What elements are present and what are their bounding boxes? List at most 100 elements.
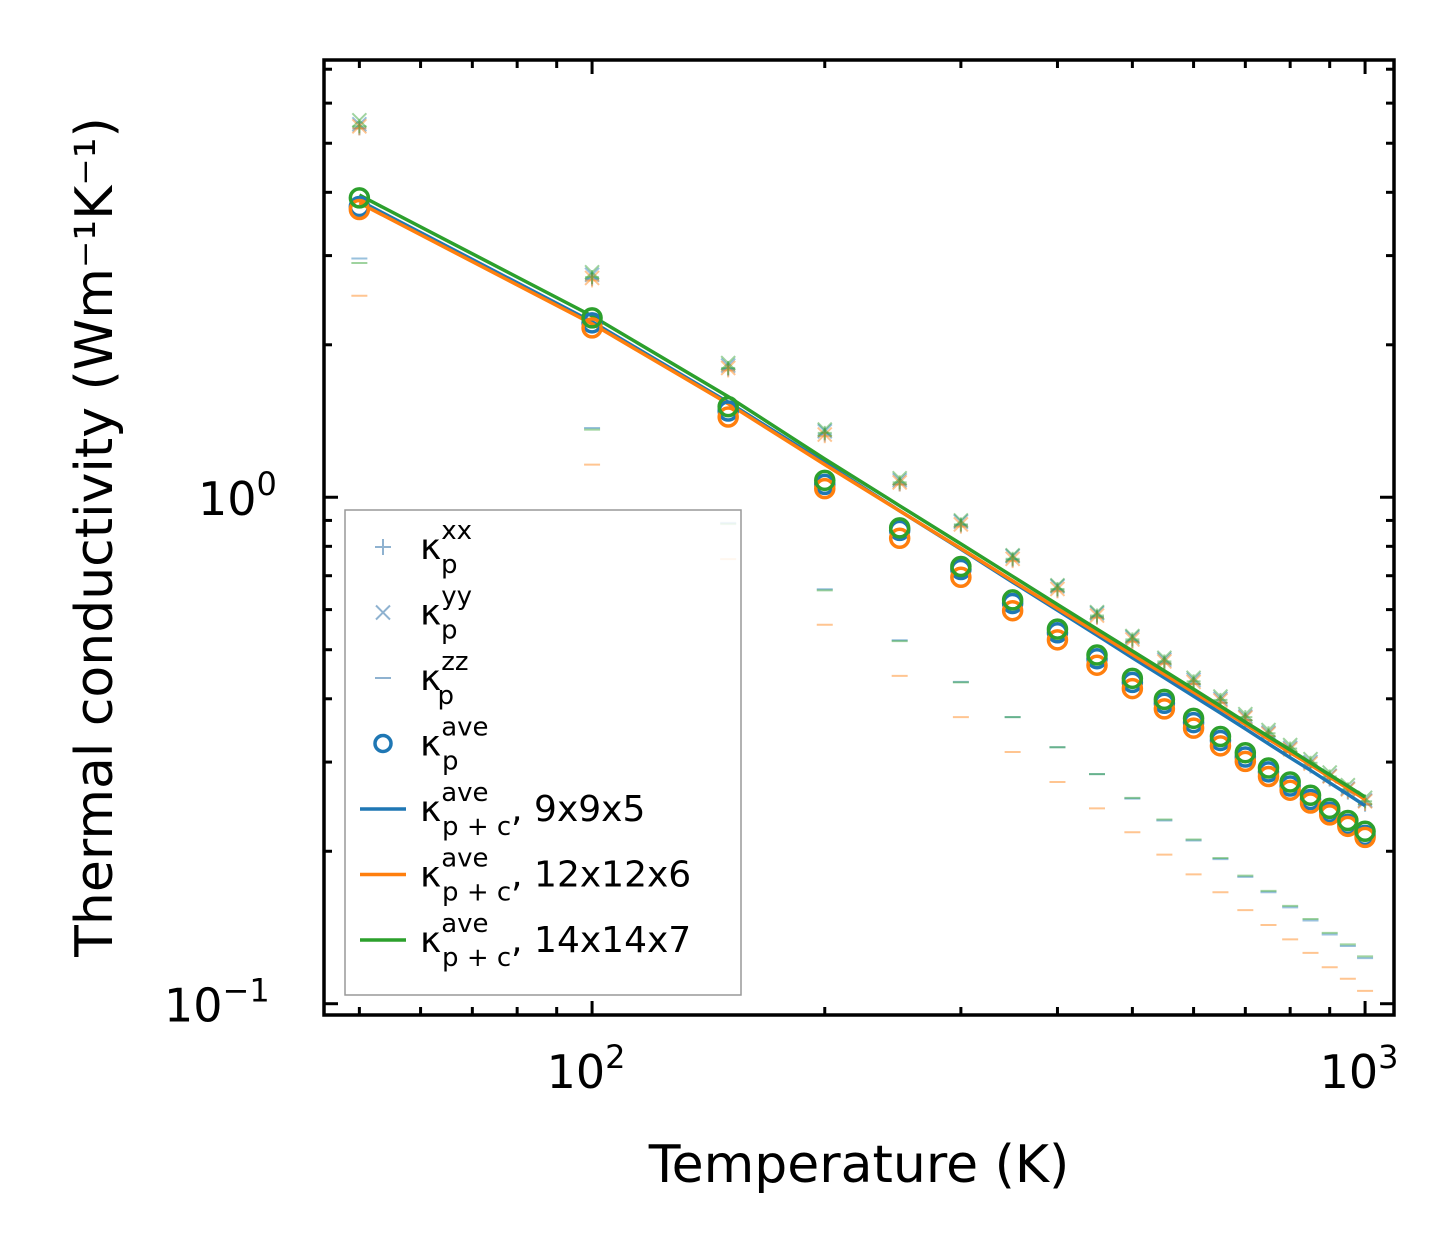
kyy-point bbox=[1089, 604, 1105, 620]
kyy-point bbox=[891, 472, 908, 489]
legend-label: κave p + c, 9x9x5 bbox=[420, 778, 645, 842]
legend-label: κave p + c, 12x12x6 bbox=[420, 844, 691, 908]
legend-label-base: κ bbox=[420, 855, 441, 896]
kave-point bbox=[348, 187, 371, 209]
kyy-point-b bbox=[1124, 631, 1141, 648]
kxx-point bbox=[817, 427, 832, 442]
kyy-point-a bbox=[720, 360, 736, 376]
kyy-point-b bbox=[720, 360, 736, 376]
kave-point bbox=[717, 406, 739, 428]
y-tick-label: 10−1 bbox=[164, 972, 270, 1033]
kave-point bbox=[1209, 725, 1232, 748]
kyy-point-b bbox=[891, 470, 908, 486]
kyy-point-a bbox=[1282, 737, 1298, 753]
kyy-point-a bbox=[1004, 548, 1021, 564]
kyy-point-a bbox=[1260, 724, 1277, 741]
legend-label-sub: p + c bbox=[442, 878, 511, 908]
kyy-point-b bbox=[351, 118, 368, 135]
kave-point bbox=[1086, 654, 1108, 676]
kyy-point-a bbox=[584, 267, 600, 283]
kave-point bbox=[581, 307, 603, 329]
kave-point bbox=[1153, 688, 1176, 711]
kyy-point bbox=[817, 423, 833, 439]
kyy-point bbox=[1004, 547, 1021, 564]
x-tick-label: 103 bbox=[1320, 1038, 1399, 1099]
kxx-point bbox=[352, 121, 367, 136]
kave-point bbox=[1354, 820, 1376, 843]
kyy-point-b bbox=[1004, 547, 1021, 564]
kyy-point bbox=[584, 267, 600, 283]
kave-point bbox=[1279, 779, 1301, 801]
legend-label-base: κ bbox=[420, 593, 441, 634]
kave-point bbox=[1299, 792, 1322, 814]
legend-entry: κave p + c, 12x12x6 bbox=[360, 844, 691, 908]
kyy-point-b bbox=[584, 267, 600, 283]
kyy-point-a bbox=[953, 513, 969, 530]
legend-entry: κxx p bbox=[375, 516, 472, 580]
kyy-point-b bbox=[1049, 578, 1066, 595]
legend-label-suffix: , 12x12x6 bbox=[511, 855, 691, 896]
kave-point bbox=[1257, 765, 1280, 788]
legend-entry: κave p + c, 9x9x5 bbox=[360, 778, 645, 842]
kyy-point-a bbox=[1212, 688, 1229, 705]
kyy-point bbox=[584, 264, 600, 281]
kyy-point bbox=[1049, 581, 1066, 597]
kyy-point-a bbox=[817, 423, 833, 439]
kyy-point-b bbox=[1124, 629, 1141, 646]
x-tick-label-exponent: 3 bbox=[1378, 1038, 1398, 1076]
kyy-point-a bbox=[1089, 605, 1105, 622]
kyy-point-a bbox=[1156, 651, 1173, 668]
kyy-point bbox=[1089, 607, 1105, 624]
kyy-point-a bbox=[1049, 581, 1066, 597]
kyy-point-b bbox=[1124, 628, 1141, 644]
kxx-point bbox=[1125, 634, 1140, 649]
kxx-point bbox=[1005, 552, 1020, 567]
kave-point bbox=[1279, 771, 1301, 793]
legend-label: κave p bbox=[420, 713, 489, 777]
legend-circle-marker bbox=[373, 733, 393, 754]
y-tick-label-base: 10 bbox=[198, 472, 257, 526]
kave-point bbox=[1318, 797, 1341, 820]
kyy-point-b bbox=[720, 355, 736, 371]
kyy-point-b bbox=[953, 516, 969, 533]
kyy-point-b bbox=[891, 474, 908, 491]
x-tick-label: 102 bbox=[547, 1038, 626, 1099]
legend-label-sup: ave bbox=[441, 844, 488, 874]
kxx-point bbox=[1125, 632, 1140, 647]
kyy-point-a bbox=[720, 357, 736, 374]
legend-label-sup: ave bbox=[441, 778, 488, 808]
kyy-point-a bbox=[1049, 577, 1066, 594]
kyy-point bbox=[720, 355, 736, 371]
kyy-point-a bbox=[584, 264, 600, 281]
kave-point bbox=[1121, 667, 1144, 690]
kxx-point bbox=[721, 362, 736, 377]
kyy-point bbox=[1124, 629, 1141, 646]
kyy-point bbox=[891, 470, 908, 486]
legend-cross-marker-b bbox=[375, 604, 391, 621]
kyy-point-b bbox=[1357, 792, 1373, 809]
kyy-point-b bbox=[1156, 650, 1173, 666]
y-tick-label-base: 10 bbox=[164, 979, 223, 1033]
kpc-line-12x12x6 bbox=[358, 201, 1367, 801]
kave-point bbox=[888, 527, 911, 549]
kxx-point bbox=[953, 518, 968, 533]
kyy-point-a bbox=[1185, 674, 1202, 690]
kyy-point-a bbox=[1260, 722, 1277, 738]
kave-point bbox=[1354, 826, 1376, 849]
kyy-point bbox=[351, 116, 368, 132]
kave-point bbox=[1086, 644, 1108, 666]
kxx-point bbox=[1186, 674, 1201, 689]
legend-label-sub: p bbox=[441, 550, 458, 580]
kxx-point bbox=[1090, 610, 1105, 625]
kyy-point-a bbox=[1089, 607, 1105, 624]
kyy-point-a bbox=[891, 470, 908, 486]
kxx-point bbox=[1050, 584, 1065, 599]
kyy-point bbox=[953, 516, 969, 533]
kyy-point-a bbox=[1212, 692, 1229, 709]
kave-point bbox=[1046, 629, 1069, 651]
kyy-point-b bbox=[720, 357, 736, 374]
kyy-point bbox=[891, 474, 908, 491]
legend-box bbox=[344, 509, 742, 996]
